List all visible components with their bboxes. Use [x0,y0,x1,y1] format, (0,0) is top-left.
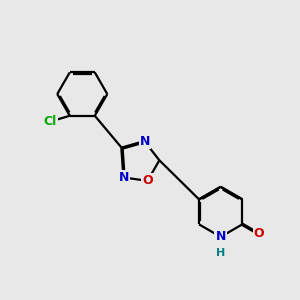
Text: H: H [216,248,225,258]
Text: O: O [142,174,153,187]
Text: N: N [215,230,226,243]
Text: N: N [140,135,150,148]
Text: O: O [254,227,264,240]
Text: N: N [119,171,129,184]
Text: Cl: Cl [44,115,57,128]
